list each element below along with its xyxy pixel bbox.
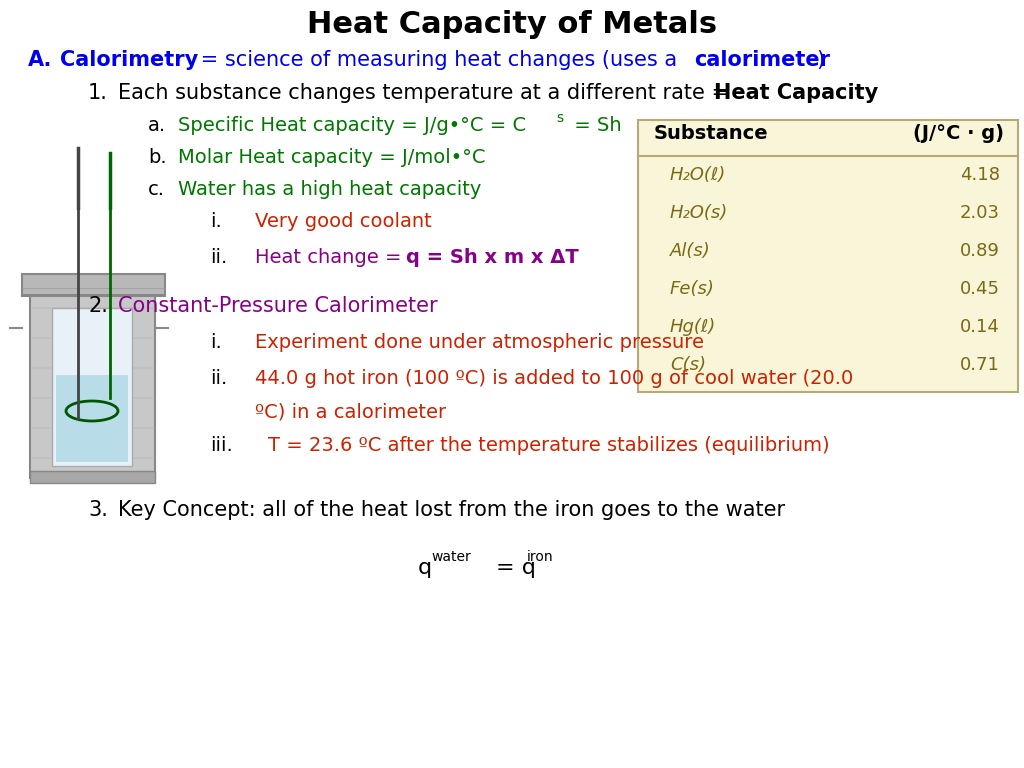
Text: c.: c. (148, 180, 165, 199)
Text: 2.: 2. (88, 296, 108, 316)
Text: ): ) (816, 50, 824, 70)
Text: 2.03: 2.03 (961, 204, 1000, 222)
Text: ii.: ii. (210, 369, 227, 388)
Text: = science of measuring heat changes (uses a: = science of measuring heat changes (use… (194, 50, 684, 70)
Text: Heat Capacity: Heat Capacity (714, 83, 879, 103)
Text: q = Sh x m x ΔT: q = Sh x m x ΔT (406, 248, 579, 267)
Text: Fe(s): Fe(s) (670, 280, 715, 298)
Text: a.: a. (148, 116, 166, 135)
Text: 0.89: 0.89 (961, 242, 1000, 260)
Text: H₂O(s): H₂O(s) (670, 204, 728, 222)
Text: ºC) in a calorimeter: ºC) in a calorimeter (255, 402, 446, 421)
Text: T = 23.6 ºC after the temperature stabilizes (equilibrium): T = 23.6 ºC after the temperature stabil… (268, 436, 829, 455)
Text: Experiment done under atmospheric pressure: Experiment done under atmospheric pressu… (255, 333, 705, 352)
Text: Al(s): Al(s) (670, 242, 711, 260)
Text: ii.: ii. (210, 248, 227, 267)
Text: Hg(ℓ): Hg(ℓ) (670, 318, 716, 336)
Text: calorimeter: calorimeter (694, 50, 830, 70)
Text: Heat change =: Heat change = (255, 248, 408, 267)
Text: 1.: 1. (88, 83, 108, 103)
Text: i.: i. (210, 333, 222, 352)
Text: s: s (556, 111, 563, 125)
Text: iron: iron (527, 550, 554, 564)
Text: 0.45: 0.45 (961, 280, 1000, 298)
Text: Calorimetry: Calorimetry (60, 50, 199, 70)
Text: = Sh: = Sh (568, 116, 622, 135)
Text: i.: i. (210, 212, 222, 231)
Bar (638, 120, 1018, 392)
Text: b.: b. (148, 148, 167, 167)
Text: Water has a high heat capacity: Water has a high heat capacity (178, 180, 481, 199)
Bar (30, 293, 155, 478)
Text: iii.: iii. (210, 436, 232, 455)
Text: = q: = q (496, 558, 536, 578)
Text: 44.0 g hot iron (100 ºC) is added to 100 g of cool water (20.0: 44.0 g hot iron (100 ºC) is added to 100… (255, 369, 853, 388)
Text: A.: A. (28, 50, 52, 70)
Text: H₂O(ℓ): H₂O(ℓ) (670, 166, 726, 184)
Text: 4.18: 4.18 (961, 166, 1000, 184)
Text: Constant-Pressure Calorimeter: Constant-Pressure Calorimeter (118, 296, 437, 316)
Text: q: q (418, 558, 432, 578)
Text: Specific Heat capacity = J/g•°C = C: Specific Heat capacity = J/g•°C = C (178, 116, 526, 135)
Text: Very good coolant: Very good coolant (255, 212, 432, 231)
Text: C(s): C(s) (670, 356, 706, 374)
Text: Each substance changes temperature at a different rate =: Each substance changes temperature at a … (118, 83, 736, 103)
Bar (52, 308, 132, 466)
Text: water: water (431, 550, 471, 564)
Bar (56, 375, 128, 462)
Bar (22, 274, 165, 296)
Text: Heat Capacity of Metals: Heat Capacity of Metals (307, 10, 717, 39)
Bar (30, 471, 155, 483)
Text: 3.: 3. (88, 500, 108, 520)
Text: Molar Heat capacity = J/mol•°C: Molar Heat capacity = J/mol•°C (178, 148, 485, 167)
Text: Substance: Substance (654, 124, 769, 143)
Text: 0.71: 0.71 (961, 356, 1000, 374)
Text: 0.14: 0.14 (961, 318, 1000, 336)
Text: Key Concept: all of the heat lost from the iron goes to the water: Key Concept: all of the heat lost from t… (118, 500, 785, 520)
Text: (J/°C · g): (J/°C · g) (913, 124, 1004, 143)
